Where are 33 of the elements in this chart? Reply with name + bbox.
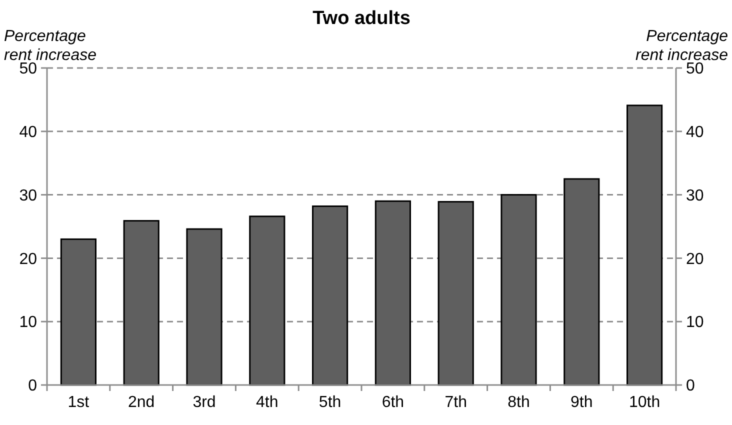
x-tick-label: 6th	[382, 394, 404, 411]
bar	[564, 178, 600, 386]
y2-tick-label: 20	[686, 250, 704, 268]
y-tick-label: 50	[19, 60, 38, 78]
y2-tick-label: 40	[686, 124, 704, 141]
y-tick-label: 20	[19, 250, 38, 268]
y-tick-label: 0	[28, 378, 38, 395]
x-tick-label: 1st	[68, 394, 90, 411]
bar	[312, 205, 348, 386]
y2-tick-label: 0	[686, 378, 695, 395]
bar	[500, 194, 537, 386]
x-tick-label: 8th	[508, 394, 530, 411]
x-tick-label: 5th	[318, 394, 342, 411]
bar	[123, 220, 160, 386]
y2-tick-label: 50	[686, 60, 704, 78]
bar	[374, 200, 411, 386]
x-tick-label: 2nd	[128, 394, 155, 411]
x-tick-label: 7th	[444, 394, 467, 411]
x-tick-label: 9th	[570, 394, 593, 411]
y-tick-label: 30	[19, 187, 38, 204]
y-tick-label: 10	[19, 314, 38, 332]
bar	[60, 238, 96, 386]
y2-tick-label: 30	[686, 187, 704, 204]
x-tick-label: 3rd	[192, 394, 216, 411]
y-tick-label: 40	[19, 124, 38, 141]
y2-tick-label: 10	[686, 314, 704, 332]
bar	[186, 228, 222, 386]
bar	[626, 104, 663, 386]
x-tick-label: 10th	[628, 394, 660, 411]
x-tick-label: 4th	[256, 394, 278, 411]
chart-title: Two adults	[312, 8, 410, 29]
bar	[249, 216, 286, 386]
bar	[438, 201, 474, 386]
